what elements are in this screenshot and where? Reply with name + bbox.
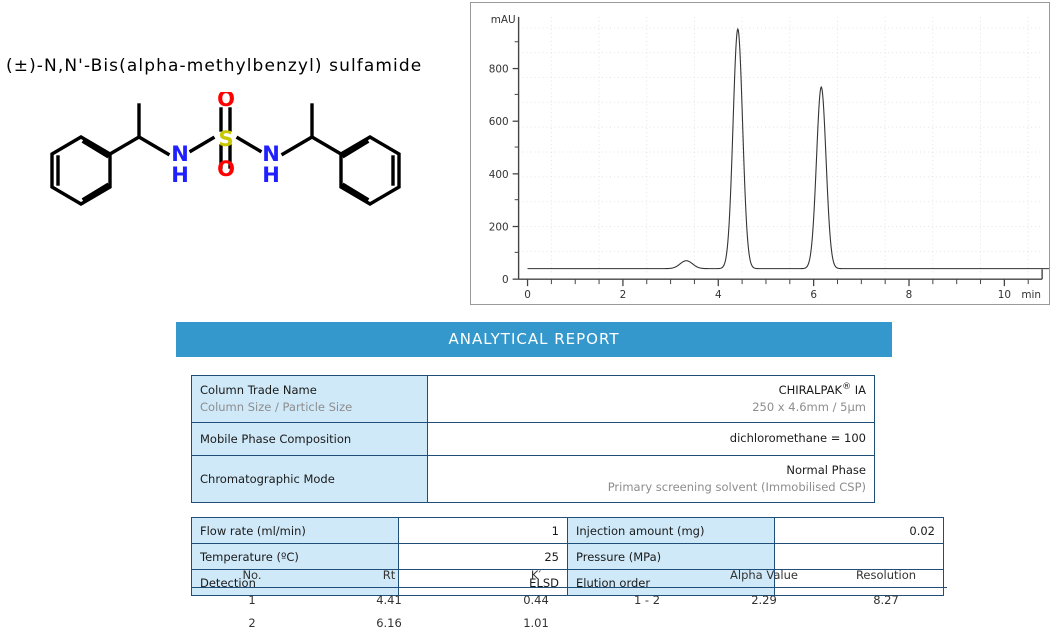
mobile-phase-label: Mobile Phase Composition [191, 422, 428, 456]
peak-rt: 6.16 [376, 616, 402, 630]
table-row: 2 6.16 1.01 [191, 611, 607, 634]
table-row: Chromatographic Mode Normal Phase Primar… [191, 455, 875, 503]
resolution-value: 8.27 [873, 593, 899, 607]
pair-value: 1 - 2 [633, 593, 661, 607]
right-n-ch-bond [280, 134, 315, 157]
left-benzene-ring [50, 135, 112, 206]
chromatographic-mode-value: Normal Phase Primary screening solvent (… [427, 455, 875, 503]
right-benzene-ring [339, 135, 401, 206]
col-header-k: K′ [465, 565, 607, 588]
left-ch-to-n-bond [136, 134, 171, 157]
injection-amount-label: Injection amount (mg) [567, 517, 775, 544]
chemical-structure-diagram: O O S N H N H [10, 87, 460, 227]
left-n-s-bond [188, 135, 216, 154]
x-tick-6: 6 [810, 289, 817, 301]
value-main: Normal Phase [786, 462, 866, 477]
peak-k: 0.44 [523, 593, 549, 607]
label-sub: Column Size / Particle Size [200, 400, 353, 414]
table-row: Flow rate (ml/min) 1 Injection amount (m… [191, 517, 944, 544]
chromatogram-trace [527, 27, 1049, 270]
y-axis-tick-labels: 0 200 400 600 800 [489, 64, 509, 287]
peak-no: 1 [248, 593, 256, 607]
value-main: CHIRALPAK [778, 383, 843, 398]
report-header-banner: ANALYTICAL REPORT [176, 322, 892, 357]
column-trade-name-label: Column Trade Name Column Size / Particle… [191, 375, 428, 423]
oxygen-bottom-label: O [217, 157, 235, 181]
x-tick-2: 2 [620, 289, 627, 301]
y-tick-400: 400 [489, 169, 509, 181]
column-trade-name-value: CHIRALPAK® IA 250 x 4.6mm / 5µm [427, 375, 875, 423]
y-tick-600: 600 [489, 116, 509, 128]
right-chain-bond [309, 134, 344, 157]
peak-results-table: No. Rt K′ 1 4.41 0.44 2 6.16 1.01 [191, 565, 607, 634]
right-s-n-bond [235, 135, 263, 154]
registered-trademark-icon: ® [842, 382, 852, 393]
chromatogram-svg: 0 200 400 600 800 mAU [471, 3, 1049, 304]
x-axis-minor-ticks [550, 279, 1029, 285]
alpha-value: 2.29 [751, 593, 777, 607]
y-axis-label: mAU [491, 14, 516, 26]
y-axis-minor-ticks [514, 41, 519, 253]
x-axis-tick-labels: 0 2 4 6 8 10 [524, 289, 1011, 301]
table-row: Column Trade Name Column Size / Particle… [191, 375, 875, 423]
column-conditions-table: Column Trade Name Column Size / Particle… [191, 375, 875, 503]
x-axis-major-ticks [526, 279, 1006, 287]
table-header-row: Alpha Value Resolution [591, 565, 947, 588]
x-tick-8: 8 [906, 289, 913, 301]
col-header-pair [591, 565, 703, 588]
separation-results-table: Alpha Value Resolution 1 - 2 2.29 8.27 [591, 565, 947, 611]
hydrogen-right-label: H [262, 163, 280, 187]
x-tick-0: 0 [524, 289, 531, 301]
hydrogen-left-label: H [171, 163, 189, 187]
col-header-alpha: Alpha Value [703, 565, 825, 588]
col-header-rt: Rt [313, 565, 465, 588]
left-chain-bond [107, 134, 142, 157]
chromatogram-panel: 0 200 400 600 800 mAU [470, 2, 1050, 305]
y-tick-800: 800 [489, 64, 509, 76]
mobile-phase-value: dichloromethane = 100 [427, 422, 875, 456]
peak-no: 2 [248, 616, 256, 630]
analytical-report: ANALYTICAL REPORT Column Trade Name Colu… [176, 322, 944, 596]
peak-k: 1.01 [523, 616, 549, 630]
flow-rate-label: Flow rate (ml/min) [191, 517, 399, 544]
value-sub: 250 x 4.6mm / 5µm [752, 400, 866, 415]
sulfur-label: S [218, 127, 233, 151]
flow-rate-value: 1 [398, 517, 568, 544]
table-row: 1 - 2 2.29 8.27 [591, 588, 947, 612]
nitrogen-right-label: N [262, 142, 280, 166]
nitrogen-left-label: N [171, 142, 189, 166]
structure-svg: O O S N H N H [50, 87, 401, 206]
x-tick-10: 10 [998, 289, 1011, 301]
value-tail: IA [851, 383, 866, 398]
col-header-no: No. [191, 565, 313, 588]
value-sub: Primary screening solvent (Immobilised C… [607, 480, 866, 494]
y-tick-0: 0 [502, 274, 509, 286]
y-tick-200: 200 [489, 221, 509, 233]
col-header-resolution: Resolution [825, 565, 947, 588]
compound-name: (±)-N,N'-Bis(alpha-methylbenzyl) sulfami… [6, 56, 423, 76]
chromatographic-mode-label: Chromatographic Mode [191, 455, 428, 503]
label-main: Column Trade Name [200, 383, 317, 398]
x-axis-label: min [1021, 289, 1041, 301]
table-row: Mobile Phase Composition dichloromethane… [191, 422, 875, 456]
chart-gridlines [518, 16, 1041, 274]
x-tick-4: 4 [715, 289, 722, 301]
oxygen-top-label: O [217, 92, 235, 111]
table-row: 1 4.41 0.44 [191, 588, 607, 612]
peak-rt: 4.41 [376, 593, 402, 607]
injection-amount-value: 0.02 [774, 517, 944, 544]
y-axis-major-ticks [512, 67, 519, 280]
table-header-row: No. Rt K′ [191, 565, 607, 588]
